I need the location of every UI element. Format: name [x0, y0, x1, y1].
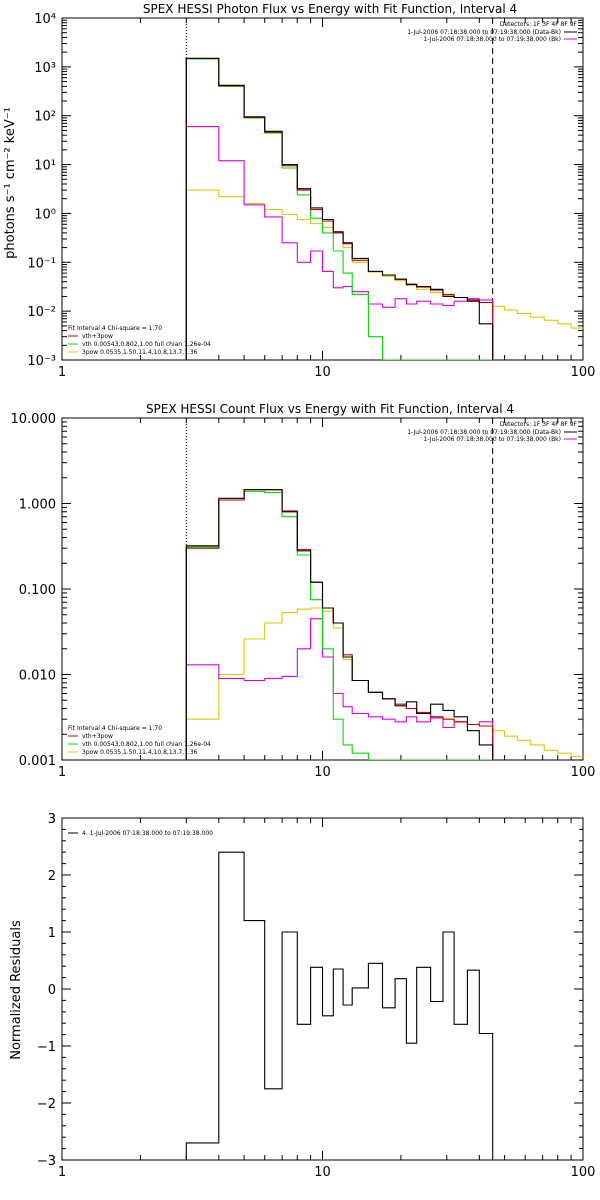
count-series-bk — [185, 618, 494, 760]
residuals-ylabel: Normalized Residuals — [9, 920, 24, 1060]
count-xtick-label: 1 — [58, 765, 66, 780]
count-legend-left-text: vth 0.00543,0.802,1.00 full chian 1.26e-… — [82, 741, 211, 748]
photon-legend-right-text: 1-Jul-2006 07:18:38.000 to 07:19:38.000 … — [407, 29, 561, 36]
resid-ytick-label: −2 — [37, 1097, 56, 1112]
photon-ytick-label: 10⁰ — [34, 207, 56, 222]
resid-ytick-label: −3 — [37, 1154, 56, 1169]
photon-series-vth-3pow — [185, 57, 494, 360]
resid-ytick-label: −1 — [37, 1040, 56, 1055]
count-detectors-label: Detectors: 1F 3F 4F 8F 9F — [500, 421, 578, 428]
count-xtick-label: 100 — [571, 765, 596, 780]
resid-series-4 — [185, 851, 494, 1160]
photon-ytick-label: 10³ — [34, 61, 56, 76]
photon-ytick-label: 10⁻¹ — [27, 256, 56, 271]
count-ytick-label: 0.010 — [19, 669, 56, 684]
photon-ytick-label: 10⁻² — [27, 305, 56, 320]
count-xtick-label: 10 — [314, 765, 331, 780]
count-flux-title: SPEX HESSI Count Flux vs Energy with Fit… — [146, 402, 514, 416]
count-flux-panel: SPEX HESSI Count Flux vs Energy with Fit… — [11, 402, 596, 780]
count-legend-left-text: Fit Interval 4 Chi-square = 1.70 — [68, 725, 162, 732]
photon-legend-left-text: vth 0.00543,0.802,1.00 full chian 1.26e-… — [82, 341, 211, 348]
photon-xtick-label: 10 — [314, 365, 331, 380]
photon-ytick-label: 10⁴ — [34, 12, 56, 27]
resid-legend-left-text: 4. 1-Jul-2006 07:18:38.000 to 07:19:38.0… — [82, 830, 213, 837]
count-ytick-label: 0.100 — [19, 583, 56, 598]
photon-xtick-label: 1 — [58, 365, 66, 380]
resid-ytick-label: 3 — [48, 812, 56, 827]
count-legend-right-text: 1-Jul-2006 07:18:38.000 to 07:19:38.000 … — [407, 429, 561, 436]
count-series-data-bk — [185, 489, 494, 760]
photon-detectors-label: Detectors: 1F 3F 4F 8F 9F — [500, 21, 578, 28]
count-legend-right-text: 1-Jul-2006 07:18:38.000 to 07:19:38.000 … — [423, 436, 561, 443]
photon-legend-right-text: 1-Jul-2006 07:18:38.000 to 07:19:38.000 … — [423, 36, 561, 43]
resid-ytick-label: 2 — [48, 869, 56, 884]
photon-legend-left-text: Fit Interval 4 Chi-square = 1.70 — [68, 325, 162, 332]
photon-series-bk — [185, 126, 494, 360]
count-legend-left-text: 3pow 0.0535,1.50,11.4,10.8,13.7,1.36 — [82, 749, 198, 756]
photon-ytick-label: 10² — [34, 110, 56, 125]
photon-series-vth — [185, 58, 493, 360]
photon-flux-title: SPEX HESSI Photon Flux vs Energy with Fi… — [143, 2, 517, 16]
photon-legend-left-text: vth+3pow — [82, 333, 113, 340]
resid-xtick-label: 1 — [58, 1165, 66, 1180]
photon-xtick-label: 100 — [571, 365, 596, 380]
photon-series-data-bk — [185, 57, 494, 360]
resid-ytick-label: 1 — [48, 926, 56, 941]
photon-flux-ylabel: photons s⁻¹ cm⁻² keV⁻¹ — [3, 107, 18, 259]
resid-xtick-label: 100 — [571, 1165, 596, 1180]
count-ytick-label: 0.001 — [19, 754, 56, 769]
count-ytick-label: 10.000 — [11, 412, 57, 427]
count-legend-left-text: vth+3pow — [82, 733, 113, 740]
photon-ytick-label: 10¹ — [34, 159, 56, 174]
count-series-vth — [185, 490, 493, 760]
residuals-panel: Normalized Residuals 1 10 100 −3 −2 −1 0 1 2 3 4. … — [9, 812, 595, 1180]
resid-xtick-label: 10 — [314, 1165, 331, 1180]
count-ytick-label: 1.000 — [19, 498, 56, 513]
photon-flux-panel: SPEX HESSI Photon Flux vs Energy with Fi… — [3, 2, 595, 380]
photon-legend-left-text: 3pow 0.0535,1.50,11.4,10.8,13.7,1.36 — [82, 349, 198, 356]
photon-ytick-label: 10⁻³ — [27, 354, 56, 369]
count-series-3pow — [185, 607, 583, 760]
resid-ytick-label: 0 — [48, 983, 56, 998]
